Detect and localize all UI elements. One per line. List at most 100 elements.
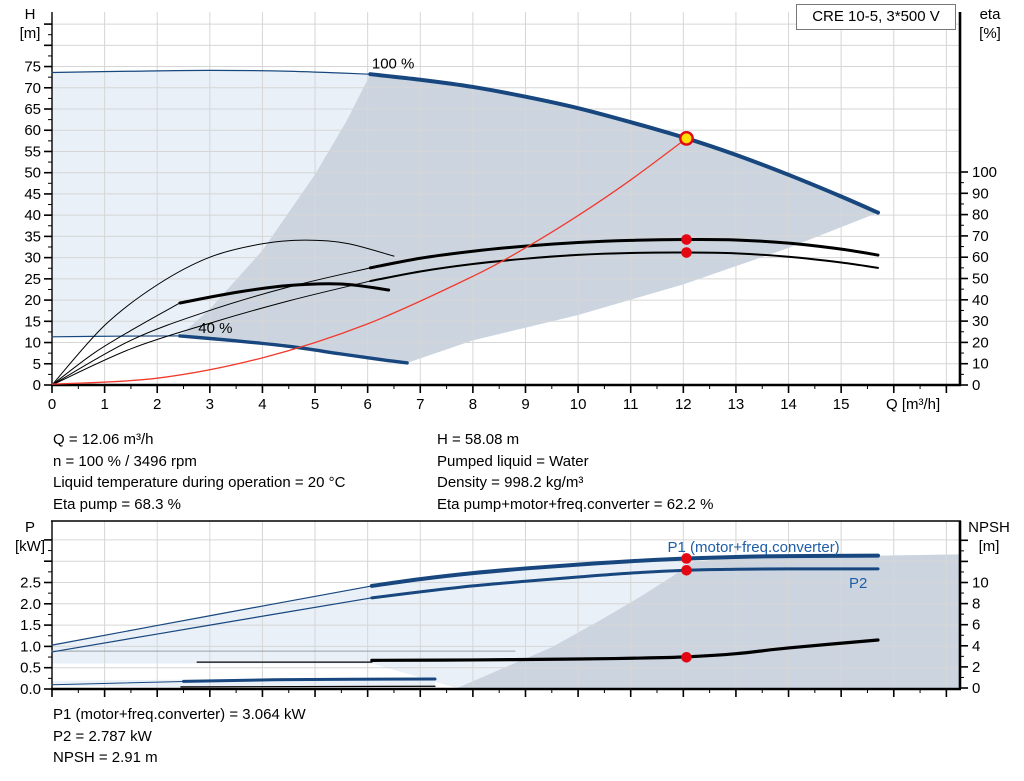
y-tick-label: 70 bbox=[972, 228, 989, 245]
y-tick-label: 100 bbox=[972, 164, 997, 181]
P-NPSH-chart-power-fan-region bbox=[457, 554, 961, 689]
speed-readout: n = 100 % / 3496 rpm bbox=[53, 452, 197, 470]
pump-model-box: CRE 10-5, 3*500 V bbox=[796, 4, 956, 30]
QH-eta-chart-operating-fan-region bbox=[179, 74, 878, 363]
x-tick-label: 9 bbox=[521, 396, 529, 413]
QH-eta-chart-eta-total-curve bbox=[369, 251, 879, 283]
QH-eta-chart-duty-parabola-curve bbox=[51, 137, 688, 385]
y-tick-label: 35 bbox=[24, 228, 41, 245]
y-tick-label: 90 bbox=[972, 185, 989, 202]
y-tick-label: 30 bbox=[24, 250, 41, 267]
y-tick-label: 25 bbox=[24, 271, 41, 288]
y-tick-label: 4 bbox=[972, 638, 980, 655]
y-tick-label: 6 bbox=[972, 617, 980, 634]
y-tick-label: 8 bbox=[972, 596, 980, 613]
y-tick-label: 50 bbox=[24, 165, 41, 182]
head-axis-unit: [m] bbox=[19, 25, 41, 42]
y-tick-label: 65 bbox=[24, 101, 41, 118]
y-tick-label: 60 bbox=[24, 122, 41, 139]
P-NPSH-chart-p2-ext-curve bbox=[51, 597, 373, 653]
y-tick-label: 10 bbox=[972, 356, 989, 373]
eta-axis-title: eta [%] bbox=[964, 5, 1016, 43]
x-tick-label: 0 bbox=[48, 396, 56, 413]
eta-pump-readout: Eta pump = 68.3 % bbox=[53, 495, 181, 513]
eta-axis-unit: [%] bbox=[979, 25, 1001, 42]
y-tick-label: 5 bbox=[33, 356, 41, 373]
pump-model-label: CRE 10-5, 3*500 V bbox=[812, 8, 940, 25]
y-tick-label: 70 bbox=[24, 80, 41, 97]
P-NPSH-chart-npsh-40-curve bbox=[180, 685, 436, 688]
x-tick-label: 1 bbox=[100, 396, 108, 413]
npsh-axis-unit: [m] bbox=[978, 538, 1000, 555]
P-NPSH-chart-p1-40-ext-curve bbox=[51, 681, 185, 686]
P-NPSH-chart-p1-ext-curve bbox=[51, 585, 373, 646]
npsh-axis-title: NPSH [m] bbox=[958, 518, 1020, 556]
y-tick-label: 80 bbox=[972, 207, 989, 224]
y-tick-label: 55 bbox=[24, 143, 41, 160]
x-tick-label: 5 bbox=[311, 396, 319, 413]
P-NPSH-chart-npsh-curve bbox=[370, 638, 880, 662]
y-tick-label: 45 bbox=[24, 186, 41, 203]
flow-readout: Q = 12.06 m³/h bbox=[53, 431, 154, 448]
curve-point-marker bbox=[681, 651, 692, 663]
head-axis-title: H [m] bbox=[8, 5, 52, 43]
y-tick-label: 60 bbox=[972, 249, 989, 266]
duty-info-right: H = 58.08 m Pumped liquid = Water Densit… bbox=[437, 429, 713, 515]
y-tick-label: 15 bbox=[24, 313, 41, 330]
npsh-axis-symbol: NPSH bbox=[968, 519, 1010, 536]
QH-eta-chart-h-100-curve bbox=[368, 72, 880, 215]
P-NPSH-chart-p1-40-curve bbox=[182, 677, 437, 683]
y-tick-label: 40 bbox=[972, 292, 989, 309]
flow-axis-title: Q [m³/h] bbox=[886, 396, 941, 413]
p1-readout: P1 (motor+freq.converter) = 3.064 kW bbox=[53, 706, 306, 723]
x-tick-label: 10 bbox=[570, 396, 587, 413]
y-tick-label: 75 bbox=[24, 59, 41, 76]
eta-total-readout: Eta pump+motor+freq.converter = 62.2 % bbox=[437, 495, 714, 513]
power-axis-symbol: P bbox=[24, 519, 35, 536]
power-axis-title: P [kW] bbox=[8, 518, 52, 556]
curve-point-marker bbox=[681, 564, 692, 576]
y-tick-label: 1.0 bbox=[20, 638, 41, 655]
P-NPSH-chart-p2-curve bbox=[370, 567, 880, 600]
y-tick-label: 0 bbox=[972, 680, 980, 697]
duty-point-marker[interactable] bbox=[679, 130, 694, 146]
curve-label: P1 (motor+freq.converter) bbox=[668, 539, 840, 556]
y-tick-label: 0 bbox=[972, 377, 980, 394]
y-tick-label: 1.5 bbox=[20, 617, 41, 634]
y-tick-label: 20 bbox=[24, 292, 41, 309]
x-tick-label: 15 bbox=[833, 396, 850, 413]
y-tick-label: 10 bbox=[24, 335, 41, 352]
duty-info-left: Q = 12.06 m³/h n = 100 % / 3496 rpm Liqu… bbox=[53, 429, 345, 515]
P-NPSH-chart-p1-curve bbox=[369, 553, 880, 588]
QH-eta-chart-h-100-ext-curve bbox=[51, 69, 371, 75]
power-info: P1 (motor+freq.converter) = 3.064 kW P2 … bbox=[53, 704, 306, 769]
QH-eta-chart-h-40-curve bbox=[178, 334, 409, 365]
y-tick-label: 0.5 bbox=[20, 660, 41, 677]
x-tick-label: 8 bbox=[469, 396, 477, 413]
x-tick-label: 4 bbox=[258, 396, 266, 413]
x-tick-label: 11 bbox=[623, 396, 639, 413]
curve-label: 100 % bbox=[372, 56, 415, 73]
y-tick-label: 20 bbox=[972, 334, 989, 351]
curve-label: P2 bbox=[849, 575, 867, 592]
curve-point-marker bbox=[681, 247, 692, 258]
y-tick-label: 0.0 bbox=[20, 681, 41, 698]
QH-eta-chart-eta-40-ext-curve bbox=[51, 302, 181, 386]
curve-label: 40 % bbox=[198, 320, 232, 337]
y-tick-label: 2 bbox=[972, 659, 980, 676]
density-readout: Density = 998.2 kg/m³ bbox=[437, 474, 584, 491]
eta-axis-symbol: eta bbox=[979, 6, 1001, 23]
curve-point-marker bbox=[681, 234, 692, 245]
liquid-temperature-readout: Liquid temperature during operation = 20… bbox=[53, 474, 346, 491]
QH-eta-chart-eta-40-curve bbox=[178, 282, 391, 305]
y-tick-label: 50 bbox=[972, 271, 989, 288]
QH-eta-chart-eta-pump-curve bbox=[368, 237, 880, 270]
npsh-readout: NPSH = 2.91 m bbox=[53, 749, 158, 766]
curve-point-marker bbox=[681, 553, 692, 564]
QH-eta-chart-h-40-ext-curve bbox=[51, 335, 181, 338]
y-tick-label: 2.5 bbox=[20, 575, 41, 592]
y-tick-label: 10 bbox=[972, 575, 989, 592]
y-tick-label: 40 bbox=[24, 207, 41, 224]
